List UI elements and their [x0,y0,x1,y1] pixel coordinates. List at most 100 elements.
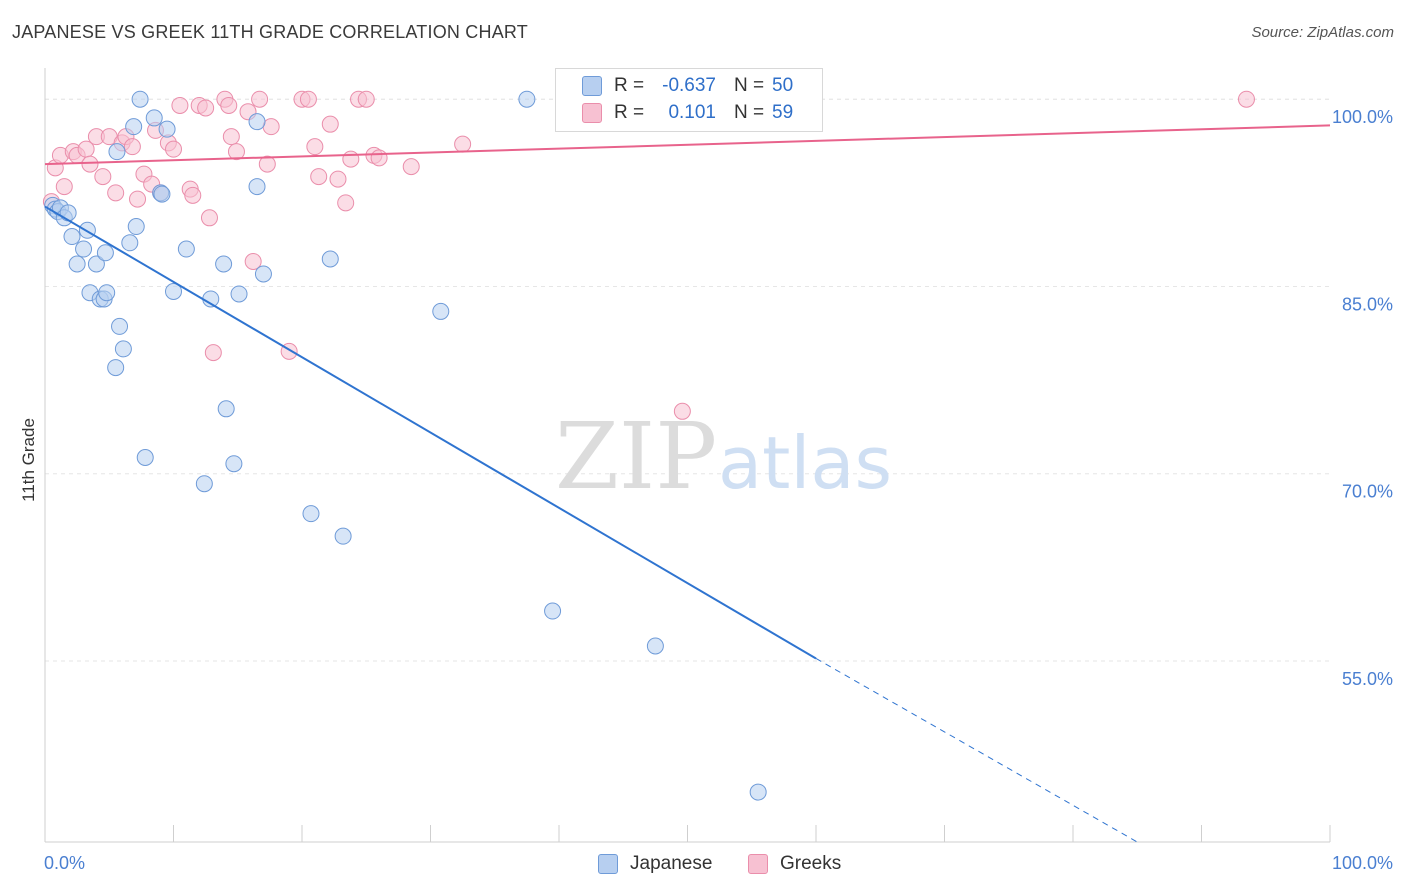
japanese-point [125,118,143,136]
japanese-point [136,448,154,466]
greeks-point [251,90,269,108]
japanese-point [334,527,352,545]
watermark-atlas: atlas [718,421,892,505]
greeks-point [310,168,328,186]
stats-box: R = -0.637 N = 50 R = 0.101 N = 59 [555,68,823,132]
legend-swatch-greeks [748,854,768,874]
japanese-point [254,265,272,283]
japanese-point [518,90,536,108]
greeks-point [357,90,375,108]
y-tick-label: 100.0% [1332,107,1393,127]
y-tick-label: 85.0% [1342,294,1393,314]
stats-row-japanese: R = -0.637 N = 50 [556,73,822,99]
japanese-point [646,637,664,655]
japanese-point [59,204,77,222]
legend: Japanese Greeks [0,850,1406,880]
greeks-point [94,168,112,186]
japanese-point [248,113,266,131]
r-label: R = [614,102,645,123]
legend-swatch-japanese [598,854,618,874]
greeks-point [306,138,324,156]
greeks-point [329,170,347,188]
greeks-n-value: 59 [772,102,794,123]
greeks-point [337,194,355,212]
japanese-point [165,282,182,300]
japanese-point [63,228,81,246]
japanese-point [98,284,116,302]
japanese-point [544,602,562,620]
greeks-point [171,96,189,114]
japanese-point [158,120,176,138]
japanese-trend-line [44,205,817,660]
japanese-point [302,505,320,523]
y-axis-label: 11th Grade [19,418,38,502]
greeks-point [81,155,99,173]
legend-label-japanese: Japanese [630,853,713,874]
source-label: Source: ZipAtlas.com [1251,24,1394,41]
greeks-point [673,402,691,420]
greeks-point [220,96,238,114]
greeks-point [222,128,240,146]
japanese-point [87,255,105,273]
japanese-point [96,244,114,262]
japanese-point [107,359,125,377]
japanese-point [127,218,145,236]
greeks-point [107,184,125,202]
greeks-point [402,158,420,176]
japanese-trend-extension [815,658,1138,843]
japanese-point [75,240,93,258]
greeks-trend-line [44,124,1331,166]
japanese-point [749,783,767,801]
greeks-point [342,150,360,168]
japanese-point [321,250,339,268]
japanese-point [121,234,139,252]
japanese-point [131,90,149,108]
r-label: R = [614,75,645,96]
japanese-point [230,285,248,303]
y-tick-label: 70.0% [1342,482,1393,502]
x-tick-label: 0.0% [44,853,85,873]
greeks-point [184,186,202,204]
japanese-r-value: -0.637 [662,75,716,96]
chart-title: JAPANESE VS GREEK 11TH GRADE CORRELATION… [12,22,528,42]
japanese-point [217,400,235,418]
stats-row-greeks: R = 0.101 N = 59 [556,100,822,126]
grid-lines [45,98,1330,662]
greeks-point [165,140,182,158]
greeks-point [321,115,339,133]
greeks-point [204,344,222,362]
japanese-point [215,255,233,273]
greeks-point [129,190,147,208]
japanese-point [108,143,126,161]
legend-item-japanese[interactable]: Japanese [598,853,712,875]
n-label: N = [734,75,765,96]
greeks-point [123,138,141,156]
japanese-point [432,302,450,320]
japanese-point [145,109,163,127]
n-label: N = [734,102,765,123]
greeks-point [200,209,218,227]
japanese-n-value: 50 [772,75,794,96]
watermark: ZIP atlas [555,403,892,510]
greeks-point [227,143,245,161]
legend-item-greeks[interactable]: Greeks [748,853,841,875]
greeks-point [55,178,73,196]
greeks-point [262,118,280,136]
greeks-r-value: 0.101 [668,102,716,123]
greeks-point [197,99,215,117]
greeks-points [42,90,1255,420]
japanese-points [44,90,767,801]
greeks-point [1237,90,1255,108]
tick-labels: 55.0% 70.0% 85.0% 100.0% 0.0% 100.0% [44,107,1393,873]
japanese-point [225,455,243,473]
japanese-point [111,317,129,335]
legend-label-greeks: Greeks [780,853,842,874]
greeks-swatch [582,103,602,123]
greeks-point [258,155,276,173]
watermark-zip: ZIP [555,403,717,510]
x-tick-label: 100.0% [1332,853,1393,873]
japanese-point [114,340,132,358]
greeks-point [244,253,262,270]
japanese-point [248,178,266,196]
